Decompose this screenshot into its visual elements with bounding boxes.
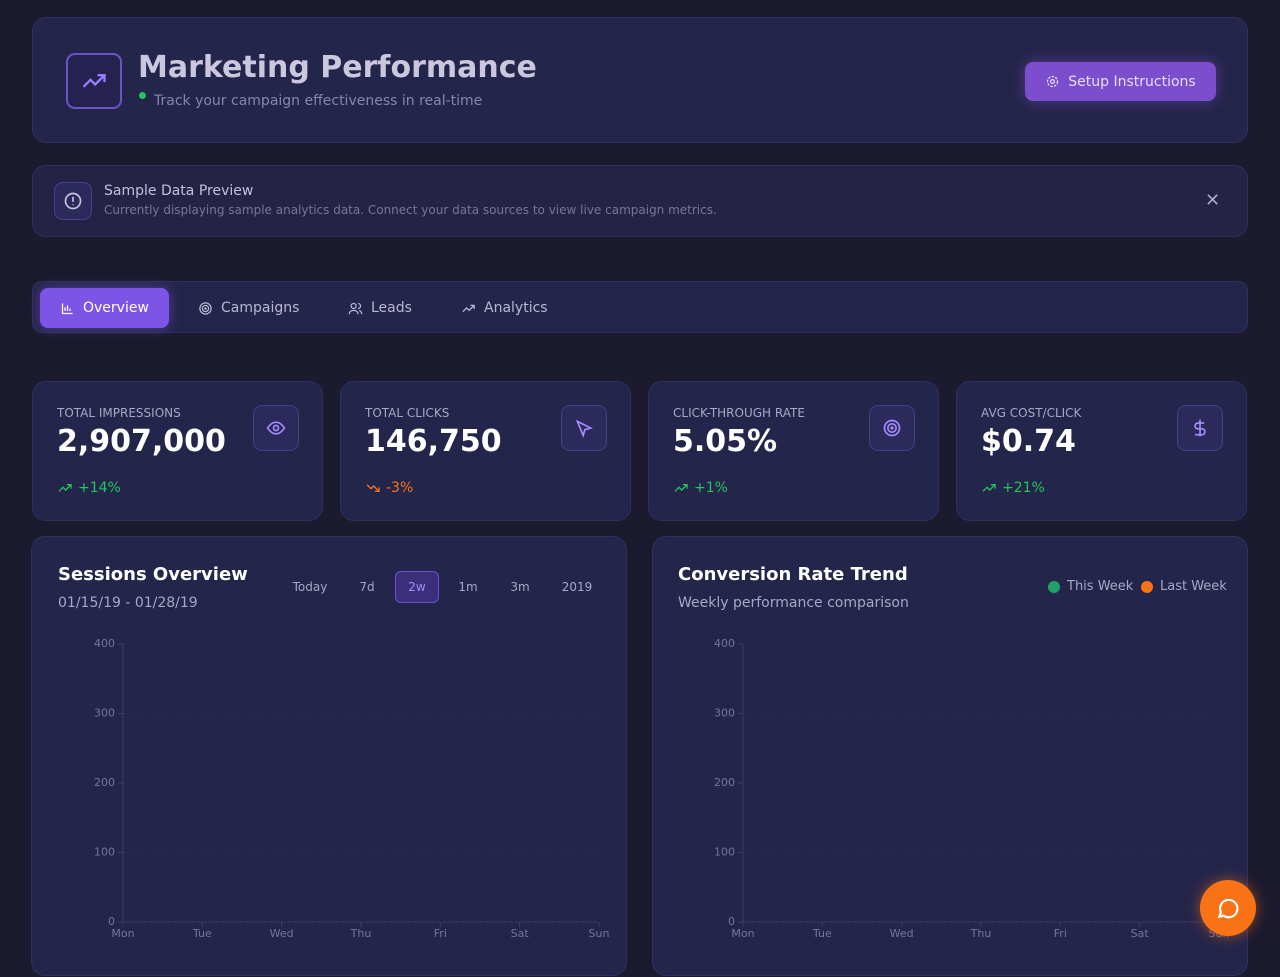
legend-swatch	[1048, 580, 1060, 593]
range-button[interactable]: 7d	[359, 580, 375, 594]
y-tick-label: 100	[714, 846, 735, 859]
kpi-icon	[253, 405, 299, 451]
x-tick-label: Sat	[511, 927, 530, 940]
status-dot	[139, 92, 146, 99]
kpi-card: AVG COST/CLICK $0.74 +21%	[956, 381, 1247, 521]
tab-label: Campaigns	[221, 300, 300, 316]
x-tick-label: Thu	[970, 927, 992, 940]
notice: Sample Data Preview Currently displaying…	[32, 165, 1248, 237]
kpi-card: CLICK-THROUGH RATE 5.05% +1%	[648, 381, 939, 521]
tab[interactable]: Analytics	[441, 288, 568, 328]
kpi-icon	[1177, 405, 1223, 451]
x-tick-label: Fri	[1054, 927, 1067, 940]
setup-button[interactable]: Setup Instructions	[1025, 62, 1216, 101]
y-tick-label: 300	[714, 707, 735, 720]
kpi-value: $0.74	[981, 424, 1076, 459]
setup-button-label: Setup Instructions	[1068, 73, 1196, 90]
range-button[interactable]: 2w	[395, 571, 439, 603]
tab[interactable]: Overview	[40, 288, 169, 328]
kpi-change-text: -3%	[386, 480, 414, 496]
x-tick-label: Wed	[890, 927, 914, 940]
kpi-label: TOTAL CLICKS	[365, 406, 450, 420]
conversion-title: Conversion Rate Trend	[678, 564, 908, 585]
legend-item: This Week	[1048, 579, 1133, 594]
chart: 0 100 200 300 400 Mon Tue Wed Thu Fri Sat Sun	[94, 637, 610, 940]
kpi-change-text: +1%	[694, 480, 728, 496]
x-tick-label: Sat	[1131, 927, 1150, 940]
kpi-icon	[869, 405, 915, 451]
x-tick-label: Sun	[589, 927, 610, 940]
y-tick-label: 400	[714, 637, 735, 650]
kpi-value: 5.05%	[673, 424, 778, 459]
legend-label: Last Week	[1160, 579, 1227, 594]
legend-label: This Week	[1067, 579, 1134, 594]
range-button[interactable]: Today	[292, 580, 328, 594]
kpi-change: -3%	[365, 480, 413, 496]
legend-swatch	[1141, 580, 1153, 593]
conversion-subtitle: Weekly performance comparison	[678, 595, 909, 611]
tab[interactable]: Leads	[328, 288, 432, 328]
kpi-icon	[561, 405, 607, 451]
y-tick-label: 200	[94, 776, 115, 789]
notice-close[interactable]: ✕	[1205, 190, 1221, 211]
kpi-card: TOTAL CLICKS 146,750 -3%	[340, 381, 631, 521]
range-button[interactable]: 1m	[458, 580, 478, 594]
kpi-label: TOTAL IMPRESSIONS	[57, 406, 181, 420]
title: Marketing Performance	[138, 50, 537, 85]
header-icon	[66, 53, 122, 109]
subtitle: Track your campaign effectiveness in rea…	[154, 93, 483, 109]
kpi-label: AVG COST/CLICK	[981, 406, 1082, 420]
y-tick-label: 0	[728, 915, 735, 928]
sessions-card: Sessions Overview 01/15/19 - 01/28/19 To…	[31, 536, 627, 976]
sessions-title: Sessions Overview	[58, 564, 248, 585]
x-tick-label: Mon	[731, 927, 754, 940]
x-tick-label: Tue	[192, 927, 212, 940]
y-tick-label: 300	[94, 707, 115, 720]
kpi-value: 2,907,000	[57, 424, 226, 459]
y-tick-label: 200	[714, 776, 735, 789]
tab-label: Overview	[83, 300, 149, 316]
kpi-change: +14%	[57, 480, 121, 496]
kpi-change-text: +14%	[78, 480, 121, 496]
x-tick-label: Tue	[812, 927, 832, 940]
notice-icon	[54, 182, 92, 220]
tab-label: Leads	[371, 300, 412, 316]
kpi-card: TOTAL IMPRESSIONS 2,907,000 +14%	[32, 381, 323, 521]
y-tick-label: 0	[108, 915, 115, 928]
notice-title: Sample Data Preview	[104, 183, 254, 199]
tab-label: Analytics	[484, 300, 548, 316]
y-tick-label: 100	[94, 846, 115, 859]
header: Marketing Performance Track your campaig…	[32, 17, 1248, 143]
chat-button[interactable]	[1200, 880, 1256, 936]
x-tick-label: Thu	[350, 927, 372, 940]
x-tick-label: Mon	[111, 927, 134, 940]
range-button[interactable]: 3m	[510, 580, 530, 594]
x-tick-label: Wed	[270, 927, 294, 940]
kpi-label: CLICK-THROUGH RATE	[673, 406, 805, 420]
y-tick-label: 400	[94, 637, 115, 650]
notice-text: Currently displaying sample analytics da…	[104, 203, 717, 217]
tab[interactable]: Campaigns	[178, 288, 319, 328]
kpi-change-text: +21%	[1002, 480, 1045, 496]
kpi-change: +1%	[673, 480, 728, 496]
tab-bar: Overview Campaigns Leads Analytics	[32, 281, 1248, 333]
legend-item: Last Week	[1141, 579, 1227, 594]
sessions-range: 01/15/19 - 01/28/19	[58, 595, 198, 611]
kpi-change: +21%	[981, 480, 1045, 496]
kpi-value: 146,750	[365, 424, 502, 459]
range-button[interactable]: 2019	[561, 580, 593, 594]
conversion-card: Conversion Rate Trend Weekly performance…	[652, 536, 1248, 976]
x-tick-label: Fri	[434, 927, 447, 940]
